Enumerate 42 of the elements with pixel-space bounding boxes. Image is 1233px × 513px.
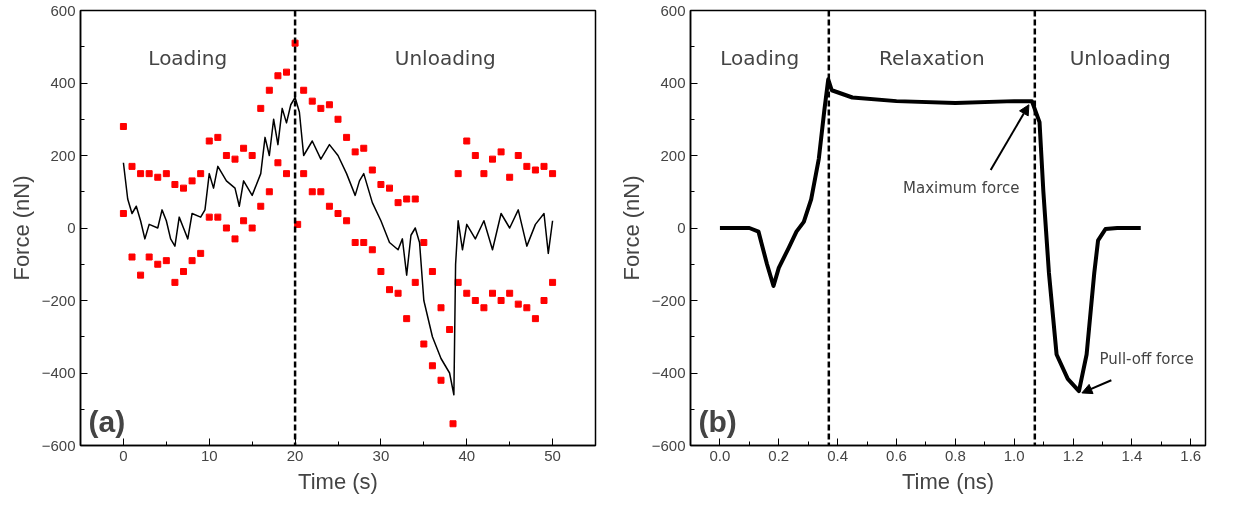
y-tick-label: 400 bbox=[50, 74, 76, 91]
y-tick-label: −400 bbox=[41, 364, 76, 381]
annotation: Loading bbox=[148, 46, 228, 71]
y-tick-label: 600 bbox=[50, 1, 76, 19]
annotation: (b) bbox=[698, 404, 737, 438]
x-tick-label: 0.0 bbox=[709, 446, 731, 464]
x-tick-label: 1.6 bbox=[1180, 446, 1202, 464]
x-tick-label: 0.8 bbox=[944, 446, 966, 464]
annotation: (a) bbox=[88, 404, 126, 438]
x-tick-label: 40 bbox=[458, 446, 476, 464]
annotation: Loading bbox=[720, 46, 800, 71]
y-tick-label: 200 bbox=[660, 146, 686, 164]
annotation: Unloading bbox=[394, 46, 496, 71]
x-tick-label: 1.2 bbox=[1062, 446, 1084, 464]
y-tick-label: 600 bbox=[660, 1, 686, 19]
x-tick-label: 0.2 bbox=[768, 446, 790, 464]
x-tick-label: 20 bbox=[286, 446, 304, 464]
annotation: Pull-off force bbox=[1099, 349, 1194, 368]
y-tick-label: −600 bbox=[41, 436, 76, 454]
x-tick-label: 50 bbox=[544, 446, 561, 464]
x-axis-title: Time (s) bbox=[298, 468, 378, 494]
y-tick-label: −400 bbox=[651, 364, 686, 381]
x-tick-label: 0 bbox=[119, 446, 128, 464]
x-tick-label: 10 bbox=[200, 446, 218, 464]
y-tick-label: 400 bbox=[660, 74, 686, 91]
annotation: Unloading bbox=[1069, 46, 1171, 71]
y-tick-label: 0 bbox=[677, 219, 686, 236]
x-axis-title: Time (ns) bbox=[901, 468, 995, 494]
x-tick-label: 0.4 bbox=[827, 446, 849, 464]
y-axis-title: Force (nN) bbox=[618, 175, 644, 281]
annotation: Maximum force bbox=[903, 179, 1020, 198]
x-tick-label: 30 bbox=[372, 446, 390, 464]
annotation: Relaxation bbox=[879, 46, 985, 71]
y-tick-label: −200 bbox=[41, 291, 76, 309]
x-tick-label: 1.4 bbox=[1121, 446, 1143, 464]
y-axis-title: Force (nN) bbox=[8, 175, 34, 281]
x-tick-label: 0.6 bbox=[886, 446, 907, 464]
y-tick-label: 0 bbox=[67, 219, 76, 236]
y-tick-label: 200 bbox=[50, 146, 76, 164]
y-tick-label: −600 bbox=[651, 436, 686, 454]
x-tick-label: 1.0 bbox=[1003, 446, 1025, 464]
y-tick-label: −200 bbox=[651, 291, 686, 309]
